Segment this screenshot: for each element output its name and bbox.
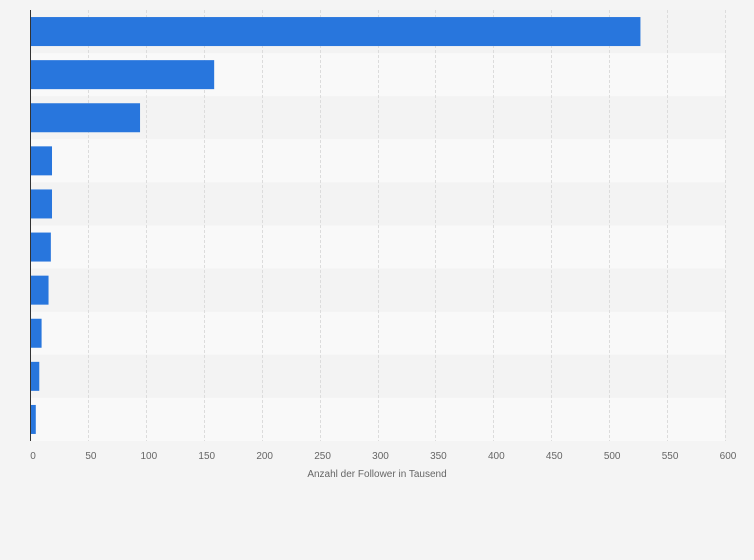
bars — [30, 17, 641, 434]
x-tick-label: 0 — [30, 451, 36, 462]
bar[interactable] — [30, 232, 51, 262]
row-band — [30, 182, 725, 226]
x-tick-label: 400 — [488, 451, 505, 462]
bar[interactable] — [30, 146, 53, 176]
bar[interactable] — [30, 60, 215, 90]
x-tick-label: 100 — [140, 451, 157, 462]
row-band — [30, 139, 725, 183]
bar[interactable] — [30, 17, 641, 47]
row-band — [30, 397, 725, 441]
x-tick-label: 300 — [372, 451, 389, 462]
x-tick-labels: 0 50 100 150 200 250 300 350 400 450 500 550 600 — [30, 451, 737, 462]
row-band — [30, 268, 725, 312]
row-band — [30, 225, 725, 269]
x-tick-label: 500 — [604, 451, 621, 462]
x-tick-label: 50 — [85, 451, 97, 462]
bar[interactable] — [30, 275, 49, 305]
x-tick-label: 250 — [314, 451, 331, 462]
bar[interactable] — [30, 318, 42, 348]
x-tick-label: 550 — [662, 451, 679, 462]
bar[interactable] — [30, 189, 53, 219]
bar[interactable] — [30, 361, 40, 391]
row-band — [30, 311, 725, 355]
bar[interactable] — [30, 103, 141, 133]
x-tick-label: 150 — [198, 451, 215, 462]
row-band — [30, 354, 725, 398]
x-tick-label: 200 — [256, 451, 273, 462]
x-axis-title: Anzahl der Follower in Tausend — [307, 469, 446, 480]
bar[interactable] — [30, 404, 36, 434]
x-tick-label: 350 — [430, 451, 447, 462]
x-tick-label: 450 — [546, 451, 563, 462]
x-tick-label: 600 — [720, 451, 737, 462]
